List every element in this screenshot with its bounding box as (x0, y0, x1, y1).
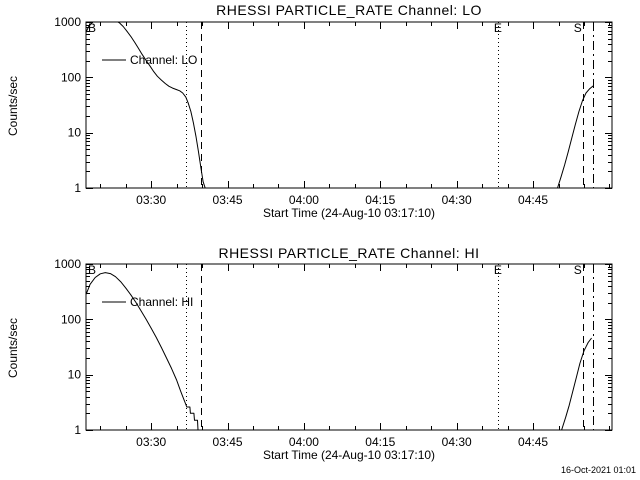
axes-and-ticks (85, 263, 613, 431)
x-tick-label: 04:45 (518, 435, 548, 449)
y-tick-label: 1000 (54, 15, 81, 29)
series-line (561, 337, 592, 430)
x-tick-label: 03:30 (136, 193, 166, 207)
y-tick-label: 1 (74, 181, 81, 195)
orbit-event-label: E (494, 21, 502, 35)
panel-hi-legend-label: Channel: HI (130, 295, 194, 309)
axes-and-ticks (85, 21, 613, 189)
orbit-event-label: B (88, 21, 96, 35)
x-tick-label: 03:45 (213, 193, 243, 207)
series-line (557, 85, 594, 188)
series-line (86, 272, 204, 430)
x-tick-label: 04:15 (365, 435, 395, 449)
panel-hi-title: RHESSI PARTICLE_RATE Channel: HI (218, 245, 480, 261)
y-tick-label: 10 (68, 368, 82, 382)
panel-hi: 03:30 03:45 04:00 04:15 04:30 04:45 1 10 100 1000… (54, 257, 613, 449)
plot-creation-timestamp: 16-Oct-2021 01:01 (560, 465, 636, 475)
x-tick-label: 04:15 (365, 193, 395, 207)
orbit-event-label: S (574, 263, 582, 277)
panel-hi-ylabel: Counts/sec (6, 317, 20, 379)
y-tick-label: 1 (74, 423, 81, 437)
x-tick-label: 04:00 (289, 435, 319, 449)
y-tick-label: 100 (61, 70, 81, 84)
x-tick-label: 03:45 (213, 435, 243, 449)
x-tick-label: 04:30 (442, 193, 472, 207)
panel-lo-ylabel: Counts/sec (6, 75, 20, 137)
panel-lo-xlabel: Start Time (24-Aug-10 03:17:10) (262, 206, 436, 220)
x-tick-label: 04:30 (442, 435, 472, 449)
panel-lo-legend-label: Channel: LO (130, 53, 198, 67)
orbit-event-label: S (574, 21, 582, 35)
panel-lo-title: RHESSI PARTICLE_RATE Channel: LO (216, 2, 482, 18)
series-line (86, 22, 206, 188)
plot-frame (85, 263, 613, 431)
plot-frame (85, 21, 613, 189)
panel-hi-xlabel: Start Time (24-Aug-10 03:17:10) (262, 448, 436, 462)
orbit-event-label: B (88, 263, 96, 277)
panel-lo: 03:30 03:45 04:00 04:15 04:30 04:45 1 10 100 1000… (54, 15, 613, 207)
x-tick-label: 04:00 (289, 193, 319, 207)
y-tick-label: 100 (61, 312, 81, 326)
y-tick-label: 1000 (54, 257, 81, 271)
x-tick-label: 03:30 (136, 435, 166, 449)
y-tick-label: 10 (68, 126, 82, 140)
x-tick-label: 04:45 (518, 193, 548, 207)
orbit-event-label: E (494, 263, 502, 277)
